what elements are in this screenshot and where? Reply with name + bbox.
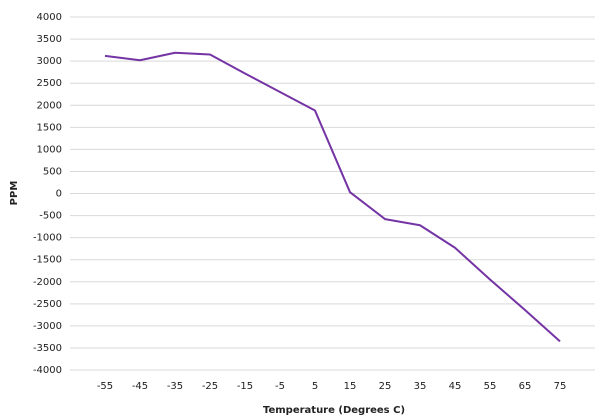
x-tick-label: 55 [484, 381, 497, 392]
y-tick-label: -2500 [33, 299, 62, 310]
x-tick-label: -25 [202, 381, 218, 392]
y-tick-label: -3500 [33, 343, 62, 354]
y-tick-label: 3000 [37, 56, 62, 67]
x-axis-title: Temperature (Degrees C) [263, 405, 405, 416]
x-tick-label: 75 [554, 381, 567, 392]
y-tick-label: 4000 [37, 12, 62, 23]
y-tick-label: 3500 [37, 34, 62, 45]
y-tick-label: 1500 [37, 122, 62, 133]
x-tick-label: -55 [97, 381, 113, 392]
y-tick-label: -1000 [33, 233, 62, 244]
y-tick-label: -1500 [33, 255, 62, 266]
x-tick-label: 45 [449, 381, 462, 392]
y-tick-label: -2000 [33, 277, 62, 288]
x-tick-label: 5 [312, 381, 318, 392]
x-tick-label: -5 [275, 381, 285, 392]
x-tick-label: -45 [132, 381, 148, 392]
y-axis-title: PPM [9, 181, 20, 206]
x-tick-label: -15 [237, 381, 253, 392]
y-tick-label: 2500 [37, 78, 62, 89]
data-line [104, 51, 561, 343]
x-tick-label: -35 [167, 381, 183, 392]
y-tick-label: 500 [43, 166, 62, 177]
x-tick-label: 15 [344, 381, 357, 392]
y-tick-label: 2000 [37, 100, 62, 111]
y-tick-label: 0 [56, 189, 62, 200]
y-tick-label: -500 [39, 211, 62, 222]
x-tick-label: 25 [379, 381, 392, 392]
y-tick-label: -3000 [33, 321, 62, 332]
y-tick-label: -4000 [33, 365, 62, 376]
x-tick-label: 65 [519, 381, 532, 392]
x-tick-label: 35 [414, 381, 427, 392]
y-tick-label: 1000 [37, 144, 62, 155]
